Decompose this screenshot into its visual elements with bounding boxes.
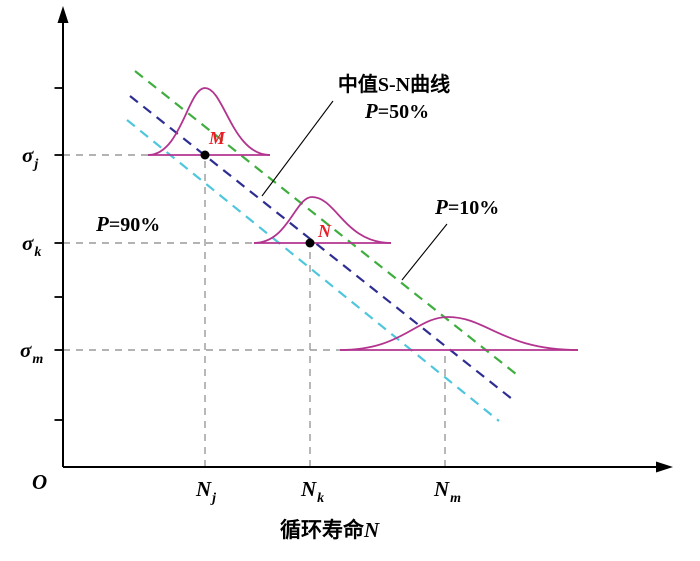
distribution-bell-sigma-m: [339, 316, 579, 351]
p50-var: P: [364, 99, 378, 123]
p10-rest: =10%: [448, 197, 499, 219]
sigma-j-sub: j: [32, 157, 38, 172]
p90-var: P: [95, 212, 109, 236]
point-n-label: N: [317, 221, 332, 241]
sigma-k-sub: k: [34, 245, 41, 260]
x-axis-title-cjk: 循环寿命: [280, 518, 365, 542]
sn-curve-p90-line: [126, 119, 500, 422]
nm-sub: m: [450, 491, 461, 506]
p10-var: P: [434, 195, 448, 219]
point-n-dot: [305, 238, 315, 248]
sn-curve-p50-line: [129, 95, 513, 400]
distribution-bell-sigma-j: [147, 87, 271, 156]
nj-sub: j: [210, 491, 216, 506]
p10-label: P=10%: [434, 195, 499, 219]
x-axis-title: 循环寿命N: [280, 518, 380, 542]
y-tick-label-sigma-j: σj: [22, 143, 38, 172]
sigma-k-sym: σ: [22, 231, 34, 255]
sigma-j-sym: σ: [22, 143, 34, 167]
x-tick-label-nm: Nm: [433, 477, 461, 506]
sigma-m-sub: m: [32, 352, 43, 367]
distribution-bell-sigma-k: [253, 196, 392, 244]
y-axis-arrow-icon: [57, 6, 69, 23]
nk-sub: k: [317, 491, 324, 506]
nm-sym: N: [433, 477, 450, 501]
y-tick-label-sigma-m: σm: [20, 338, 43, 367]
p50-rest: =50%: [378, 101, 429, 123]
x-tick-label-nk: Nk: [300, 477, 324, 506]
median-curve-callout: 中值S-N曲线: [338, 72, 450, 96]
origin-label: O: [32, 470, 47, 494]
x-tick-label-nj: Nj: [195, 477, 216, 506]
sigma-m-sym: σ: [20, 338, 32, 362]
point-m-dot: [200, 150, 210, 160]
leader-p10-curve: [401, 223, 448, 281]
nj-sym: N: [195, 477, 212, 501]
point-m-label: M: [208, 128, 226, 148]
y-axis-ticks: [54, 87, 63, 421]
p90-label: P=90%: [95, 212, 160, 236]
x-axis-arrow-icon: [656, 461, 673, 473]
y-tick-label-sigma-k: σk: [22, 231, 41, 260]
sn-curve-p10-line: [134, 70, 517, 375]
x-axis-title-var: N: [363, 518, 380, 542]
p90-rest: =90%: [109, 214, 160, 236]
guide-lines: [63, 154, 446, 467]
leader-median-curve: [261, 100, 334, 197]
nk-sym: N: [300, 477, 317, 501]
p50-label: P=50%: [364, 99, 429, 123]
